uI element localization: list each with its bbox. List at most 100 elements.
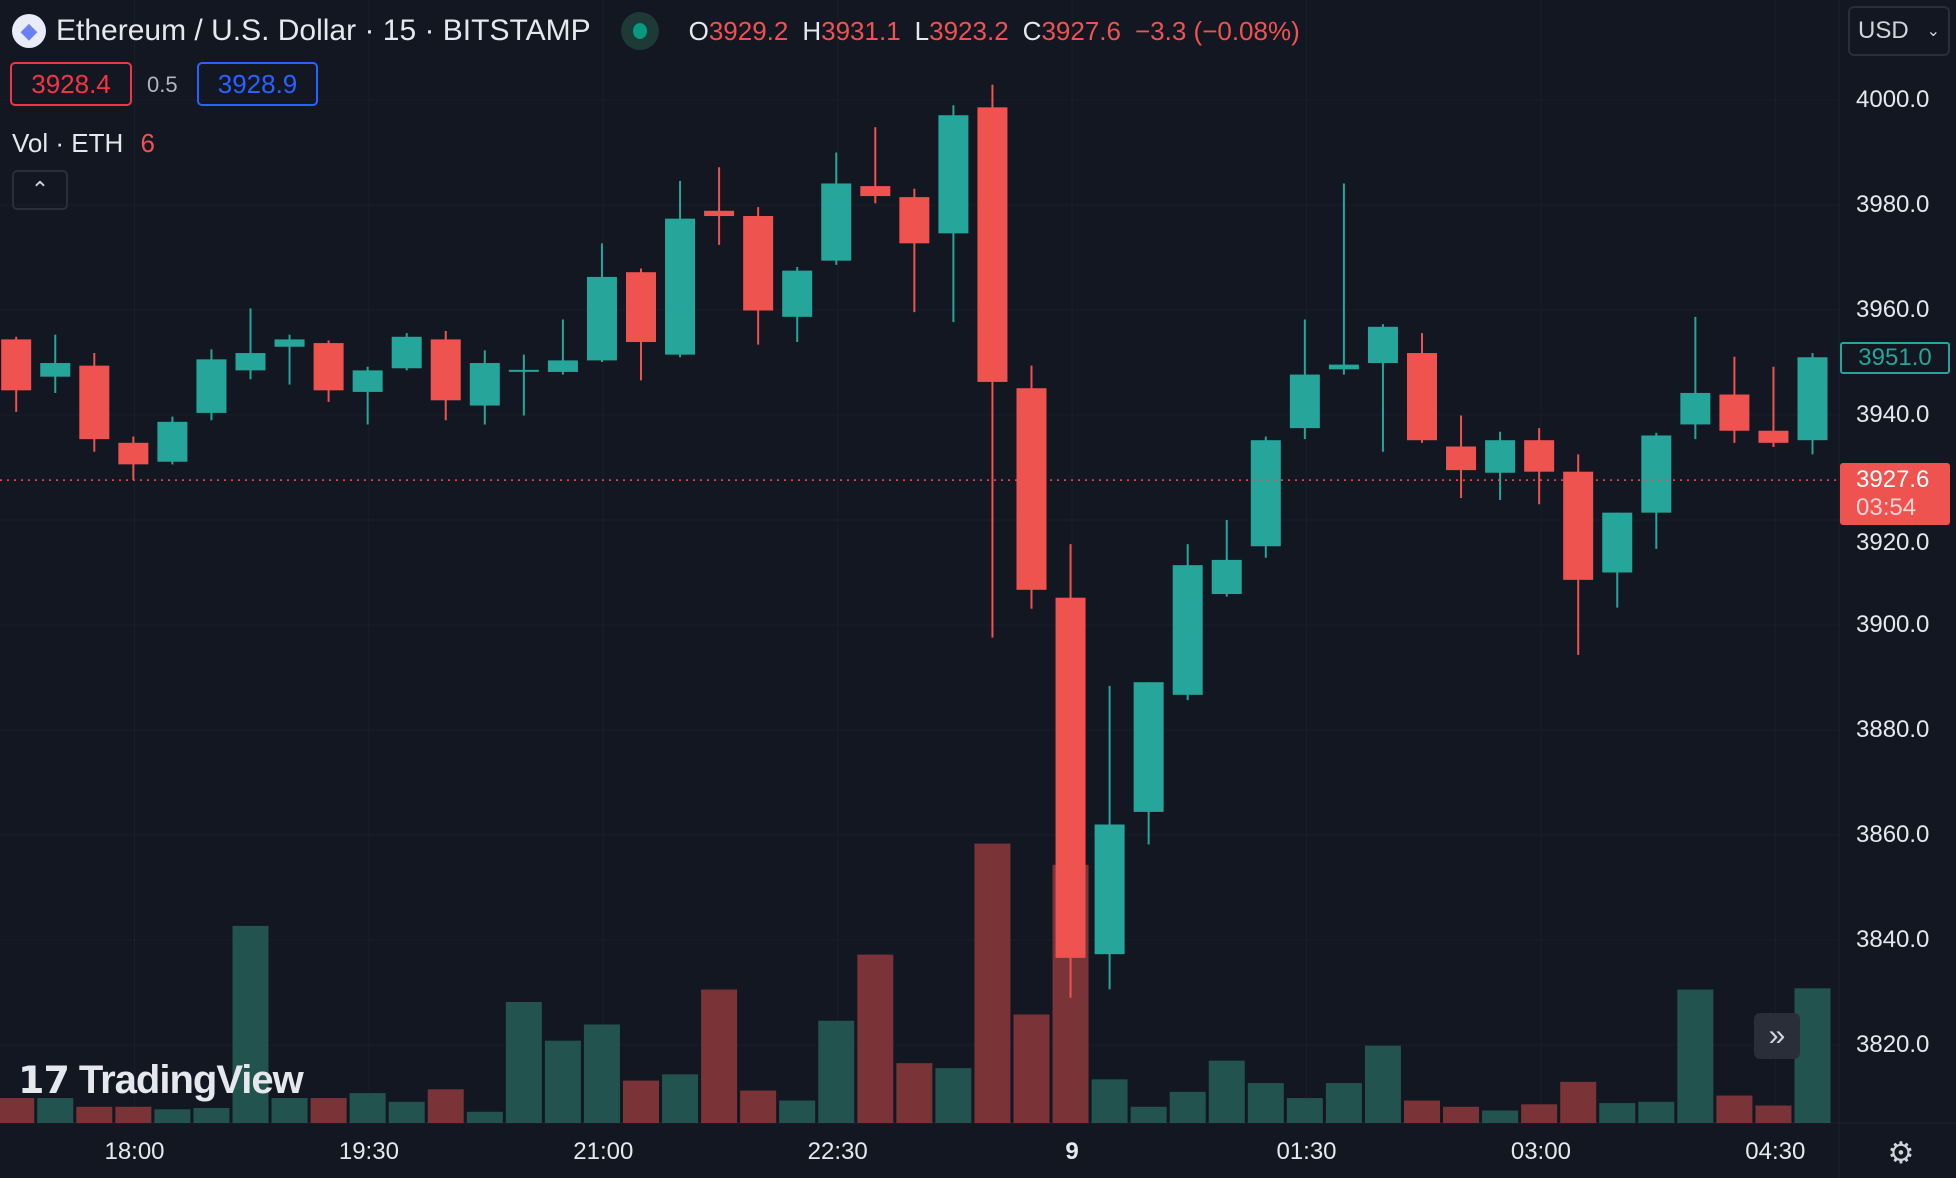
volume-bar [857,954,894,1123]
chevron-down-icon: ⌄ [1926,23,1940,40]
candle-body [430,339,461,401]
volume-bar [1560,1081,1597,1123]
currency-select[interactable]: USD ⌄ [1848,6,1950,56]
candle-body [586,276,617,361]
candle-body [1446,446,1477,471]
candle-body [1211,559,1242,595]
low-label: L [914,15,930,46]
price-tick: 3900.0 [1856,611,1930,638]
price-tick: 3920.0 [1856,529,1930,556]
candle-body [665,218,696,355]
time-tick: 21:00 [573,1138,634,1165]
volume-bar [1169,1091,1206,1123]
candle-body [40,363,71,377]
candle-body [1719,394,1750,431]
volume-bar [1755,1105,1792,1123]
volume-bar [466,1111,503,1123]
candle-body [79,365,110,440]
candle-body [1328,364,1359,370]
candle-body [1485,440,1516,473]
volume-bar [193,1108,230,1123]
volume-bar [37,1098,74,1123]
candle-body [1172,565,1203,695]
candle-body [821,183,852,261]
candle-body [977,107,1008,382]
volume-bar [1208,1060,1245,1123]
price-tick: 3960.0 [1856,296,1930,323]
time-tick: 19:30 [338,1138,399,1165]
volume-bar [76,1106,113,1123]
volume-bar [505,1002,542,1123]
price-tick: 3840.0 [1856,926,1930,953]
volume-bar [662,1074,699,1123]
sell-button[interactable]: 3928.4 [10,62,132,106]
volume-bar [1482,1110,1519,1123]
change-value: −3.3 (−0.08%) [1134,15,1300,46]
candle-body [157,421,188,462]
candle-body [860,186,891,197]
candle-body [899,197,930,244]
volume-legend[interactable]: Vol · ETH 6 [12,128,155,159]
market-status-icon[interactable] [620,12,659,50]
candle-body [352,370,383,392]
volume-bar [1521,1104,1558,1123]
volume-bar [1364,1045,1401,1123]
spread-value: 0.5 [147,72,178,97]
gear-icon: ⚙ [1887,1136,1915,1170]
price-tick: 3980.0 [1856,191,1930,218]
volume-bar [349,1093,386,1123]
current-price-label: 3927.6 03:54 [1840,463,1950,525]
close-value: 3927.6 [1041,15,1121,46]
buy-button[interactable]: 3928.9 [197,62,318,106]
last-bar-price-label: 3951.0 [1840,342,1950,374]
candle-body [1289,374,1320,429]
symbol-title[interactable]: Ethereum / U.S. Dollar · 15 · BITSTAMP [56,14,591,47]
volume-bar [1286,1098,1323,1123]
volume-bar [1794,988,1831,1123]
collapse-legend-button[interactable]: ⌃ [12,170,68,210]
volume-bar [388,1101,425,1123]
candle-body [1758,430,1789,443]
tradingview-logo[interactable]: 𝟭𝟳 TradingView [18,1058,304,1103]
candle-body [274,339,305,347]
candle-body [1367,326,1398,364]
chevron-up-icon: ⌃ [30,177,50,202]
high-label: H [802,15,822,46]
scroll-to-realtime-button[interactable]: » [1754,1013,1800,1059]
ohlc-readout: O 3929.2 H 3931.1 L 3923.2 C 3927.6 −3.3 (−0… [689,16,1300,47]
candle-body [1250,440,1281,547]
volume-bar [1599,1103,1636,1123]
candle-body [743,216,774,311]
candle-body [938,115,969,234]
volume-bar [701,989,738,1123]
price-tick: 4000.0 [1856,86,1930,113]
tradingview-wordmark: TradingView [78,1058,304,1102]
candle-body [1641,435,1672,513]
candle-body [1797,357,1828,441]
candle-body [1055,597,1086,958]
candle-body [118,442,149,465]
candle-body [782,270,813,317]
chart-settings-button[interactable]: ⚙ [1884,1136,1918,1170]
candle-body [1602,512,1633,573]
time-tick: 01:30 [1276,1138,1337,1165]
volume-label: Vol · ETH [12,128,124,158]
symbol-header: ◆ Ethereum / U.S. Dollar · 15 · BITSTAMP… [12,10,1300,52]
candle-body [1407,353,1437,441]
volume-bar [1013,1014,1050,1123]
volume-bar [740,1090,777,1123]
volume-bar [232,925,269,1123]
price-tick: 3880.0 [1856,716,1930,743]
candle-body [469,363,500,406]
candle-body [235,353,266,371]
price-tick: 3820.0 [1856,1031,1930,1058]
candle-body [1094,824,1125,955]
candle-body [1,339,32,391]
open-label: O [688,15,709,46]
volume-bar [623,1080,659,1123]
candle-body [547,360,578,372]
volume-bar [1677,989,1714,1123]
close-label: C [1022,15,1042,46]
volume-bar [310,1098,347,1123]
